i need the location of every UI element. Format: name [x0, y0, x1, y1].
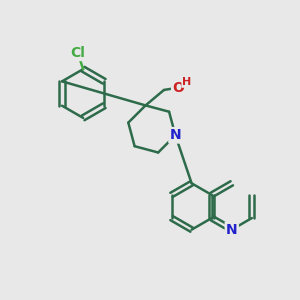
Text: N: N [226, 223, 238, 237]
Text: O: O [172, 81, 184, 94]
Text: N: N [169, 128, 181, 142]
Text: Cl: Cl [70, 46, 85, 60]
Text: H: H [182, 77, 191, 87]
